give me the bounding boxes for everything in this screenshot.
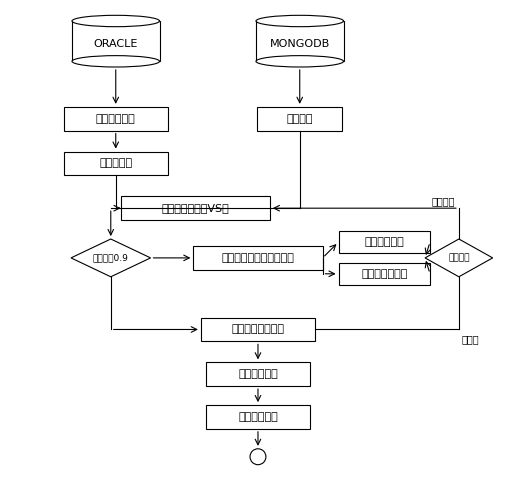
Text: 判定完: 判定完 bbox=[462, 335, 480, 345]
FancyBboxPatch shape bbox=[121, 196, 270, 220]
Text: 剩余相位: 剩余相位 bbox=[448, 253, 469, 263]
Text: 锁定当前相位的绿灯时间: 锁定当前相位的绿灯时间 bbox=[222, 253, 295, 263]
FancyBboxPatch shape bbox=[193, 246, 322, 270]
FancyBboxPatch shape bbox=[258, 107, 342, 131]
Ellipse shape bbox=[256, 56, 344, 67]
FancyBboxPatch shape bbox=[201, 318, 315, 341]
Text: 被锁定的相位: 被锁定的相位 bbox=[365, 237, 404, 247]
Text: 基础配置数据: 基础配置数据 bbox=[96, 114, 136, 124]
FancyBboxPatch shape bbox=[63, 152, 168, 175]
Polygon shape bbox=[425, 239, 493, 277]
FancyBboxPatch shape bbox=[72, 21, 160, 61]
Text: 遗传算法求解: 遗传算法求解 bbox=[238, 412, 278, 422]
Text: 车道流量: 车道流量 bbox=[286, 114, 313, 124]
Text: 判定每个相位的VS值: 判定每个相位的VS值 bbox=[161, 203, 229, 213]
FancyBboxPatch shape bbox=[339, 263, 430, 285]
Ellipse shape bbox=[256, 15, 344, 27]
Text: MONGODB: MONGODB bbox=[270, 39, 330, 49]
FancyBboxPatch shape bbox=[63, 107, 168, 131]
FancyBboxPatch shape bbox=[339, 231, 430, 253]
Ellipse shape bbox=[72, 56, 160, 67]
Polygon shape bbox=[71, 239, 151, 277]
Text: 锁定与未锁定相位: 锁定与未锁定相位 bbox=[232, 324, 284, 335]
Text: 未判定完: 未判定完 bbox=[431, 196, 455, 206]
FancyBboxPatch shape bbox=[206, 405, 310, 429]
Text: 未被锁定的相位: 未被锁定的相位 bbox=[361, 269, 408, 279]
Text: 是否大于0.9: 是否大于0.9 bbox=[93, 253, 129, 263]
Text: 分配车道组: 分配车道组 bbox=[99, 158, 132, 168]
Ellipse shape bbox=[72, 15, 160, 27]
Circle shape bbox=[250, 449, 266, 465]
FancyBboxPatch shape bbox=[256, 21, 344, 61]
Text: 代入规划函数: 代入规划函数 bbox=[238, 369, 278, 379]
FancyBboxPatch shape bbox=[206, 362, 310, 386]
Text: ORACLE: ORACLE bbox=[94, 39, 138, 49]
